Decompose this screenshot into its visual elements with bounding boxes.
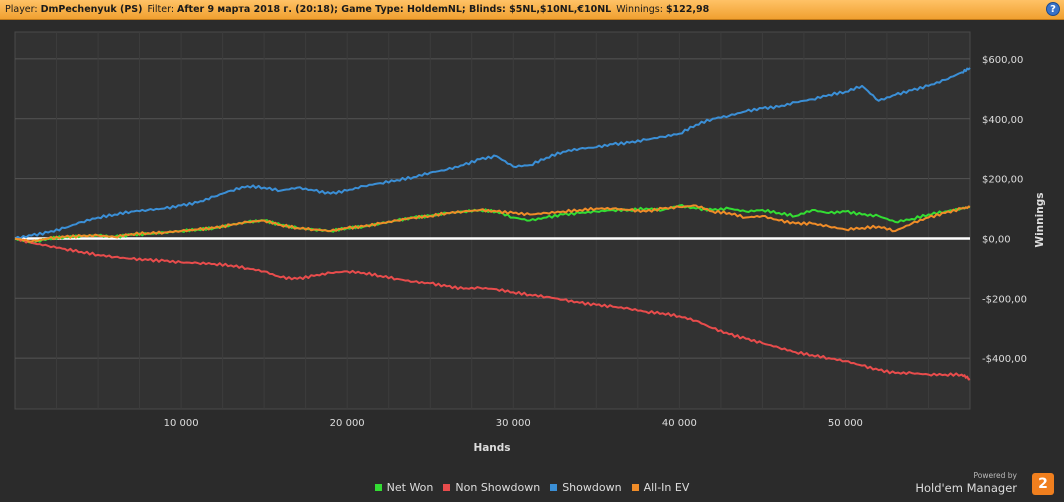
legend-item[interactable]: Non Showdown [443, 481, 540, 494]
player-label: Player: [5, 4, 38, 15]
brand: Powered by Hold'em Manager 2 [915, 471, 1054, 497]
hm2-logo-icon: 2 [1032, 473, 1054, 495]
legend-label: Showdown [562, 481, 622, 494]
powered-by-label: Powered by [973, 471, 1017, 480]
y-tick-label: $0,00 [982, 234, 1011, 245]
series-line-showdown [14, 67, 971, 240]
x-tick-labels: 10 000 20 000 30 000 40 000 50 000 [164, 418, 863, 429]
filter-label: Filter: [147, 4, 175, 15]
legend-label: Non Showdown [455, 481, 541, 494]
filter-value: After 9 марта 2018 г. (20:18); Game Type… [177, 4, 612, 15]
x-tick-label: 50 000 [828, 418, 863, 429]
series-line-non-showdown [14, 237, 971, 381]
series-line-all-in-ev [14, 204, 971, 243]
x-tick-label: 20 000 [330, 418, 365, 429]
legend-label: All-In EV [643, 481, 690, 494]
player-value: DmPechenyuk (PS) [40, 4, 143, 15]
x-axis-title: Hands [473, 442, 510, 454]
plot-area [14, 31, 971, 410]
legend-label: Net Won [386, 481, 434, 494]
winnings-chart: $600,00 $400,00 $200,00 $0,00 -$200,00 -$400,… [14, 31, 1046, 454]
legend-item[interactable]: Net Won [374, 481, 434, 494]
legend-swatch [443, 484, 451, 491]
winnings-label: Winnings: [616, 4, 663, 15]
series-lines [14, 67, 971, 381]
x-tick-label: 10 000 [164, 418, 199, 429]
legend-swatch [374, 484, 382, 491]
plot-background [14, 31, 971, 410]
y-tick-label: -$400,00 [982, 354, 1027, 365]
legend: Net Won Non Showdown Showdown All-In EV [0, 481, 1064, 494]
y-tick-label: $400,00 [982, 115, 1023, 126]
legend-item[interactable]: Showdown [550, 481, 622, 494]
y-tick-label: $600,00 [982, 55, 1023, 66]
help-icon[interactable]: ? [1046, 2, 1060, 16]
y-tick-labels: $600,00 $400,00 $200,00 $0,00 -$200,00 -$400,… [982, 55, 1027, 365]
winnings-value: $122,98 [665, 4, 710, 15]
y-tick-label: $200,00 [982, 175, 1023, 186]
y-axis-title: Winnings [1034, 193, 1046, 248]
brand-name: Hold'em Manager [915, 481, 1017, 495]
filter-bar: Player: DmPechenyuk (PS) Filter: After 9… [0, 0, 1064, 20]
legend-swatch [550, 484, 558, 491]
y-tick-label: -$200,00 [982, 294, 1027, 305]
x-tick-label: 30 000 [496, 418, 531, 429]
grid [15, 32, 970, 409]
legend-item[interactable]: All-In EV [631, 481, 690, 494]
x-tick-label: 40 000 [662, 418, 697, 429]
legend-swatch [631, 484, 639, 491]
